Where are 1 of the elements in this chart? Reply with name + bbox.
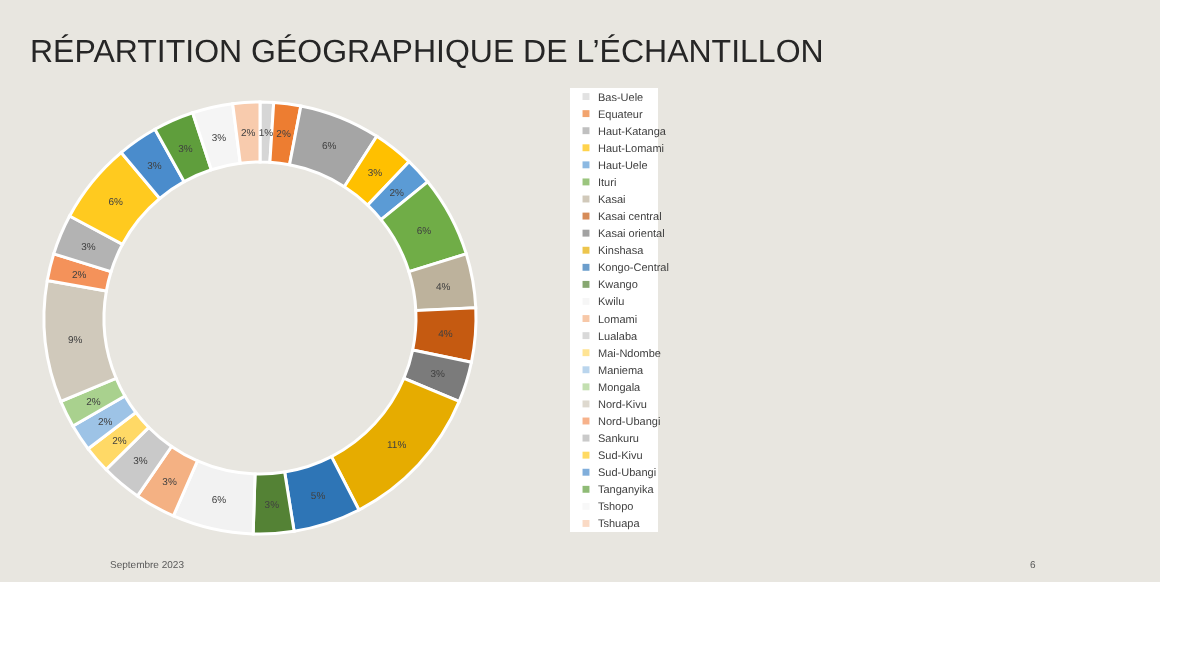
chart-title: RÉPARTITION GÉOGRAPHIQUE DE L’ÉCHANTILLON xyxy=(30,34,824,70)
